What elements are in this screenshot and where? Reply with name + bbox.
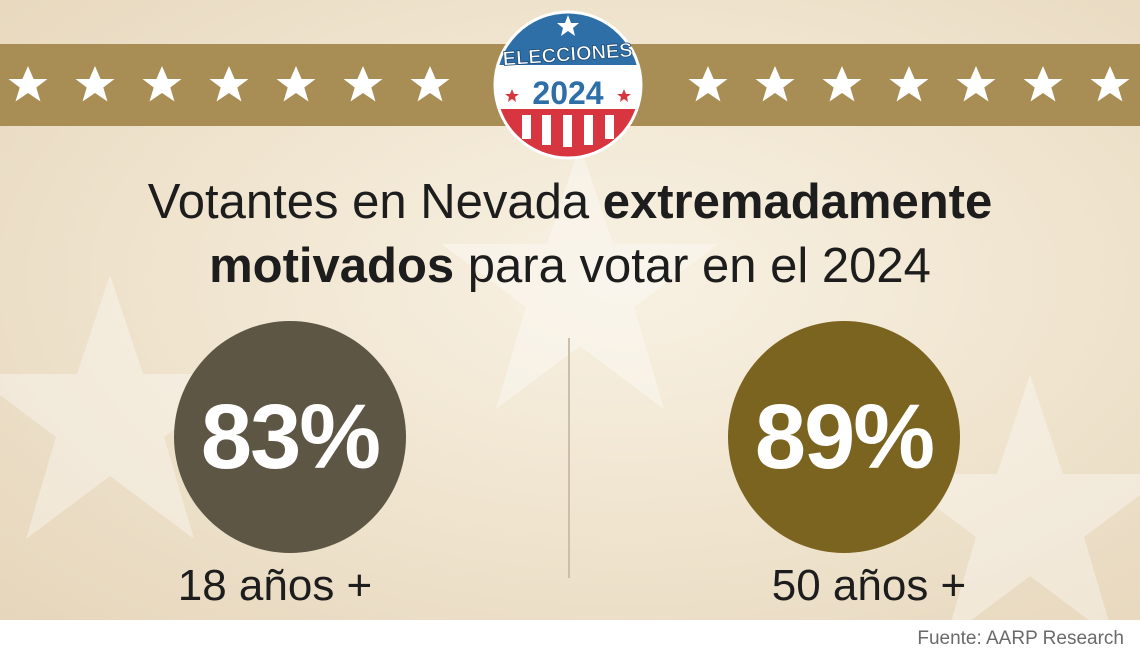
left-stars (8, 66, 450, 102)
badge-line2: 2024 (532, 75, 603, 111)
white-star-icon (889, 66, 929, 102)
white-star-icon (209, 66, 249, 102)
elecciones-badge: ELECCIONES 2024 (493, 10, 643, 160)
white-star-icon (343, 66, 383, 102)
badge-red-star-right-icon (617, 89, 631, 102)
stat-value-18-plus: 83% (200, 385, 381, 488)
white-star-icon (1090, 66, 1130, 102)
column-divider (568, 338, 570, 578)
background-star-icon (0, 275, 248, 539)
badge-red-star-left-icon (505, 89, 519, 102)
white-star-icon (410, 66, 450, 102)
white-star-icon (8, 66, 48, 102)
white-star-icon (75, 66, 115, 102)
white-star-icon (276, 66, 316, 102)
headline-part1: Votantes en Nevada (147, 175, 603, 229)
age-label-50-plus: 50 años + (771, 561, 967, 610)
stat-value-50-plus: 89% (754, 385, 935, 488)
badge-star-icon (557, 15, 579, 36)
white-star-icon (755, 66, 795, 102)
headline-bold2: motivados (209, 239, 455, 293)
headline: Votantes en Nevada extremadamente motiva… (0, 170, 1140, 298)
stat-circle-18-plus: 83% (174, 321, 406, 553)
white-star-icon (142, 66, 182, 102)
age-label-18-plus: 18 años + (177, 561, 373, 610)
white-star-icon (822, 66, 862, 102)
headline-bold1: extremadamente (602, 175, 993, 229)
stat-circle-50-plus: 89% (728, 321, 960, 553)
white-star-icon (688, 66, 728, 102)
white-star-icon (1023, 66, 1063, 102)
headline-part2: para votar en el 2024 (454, 239, 931, 293)
infographic-canvas: ELECCIONES 2024 Votantes en Nevada extre… (0, 0, 1140, 620)
white-star-icon (956, 66, 996, 102)
background-star-icon (442, 145, 718, 409)
background-star-icon (892, 375, 1140, 620)
source-note: Fuente: AARP Research (917, 628, 1124, 649)
right-stars (688, 66, 1130, 102)
